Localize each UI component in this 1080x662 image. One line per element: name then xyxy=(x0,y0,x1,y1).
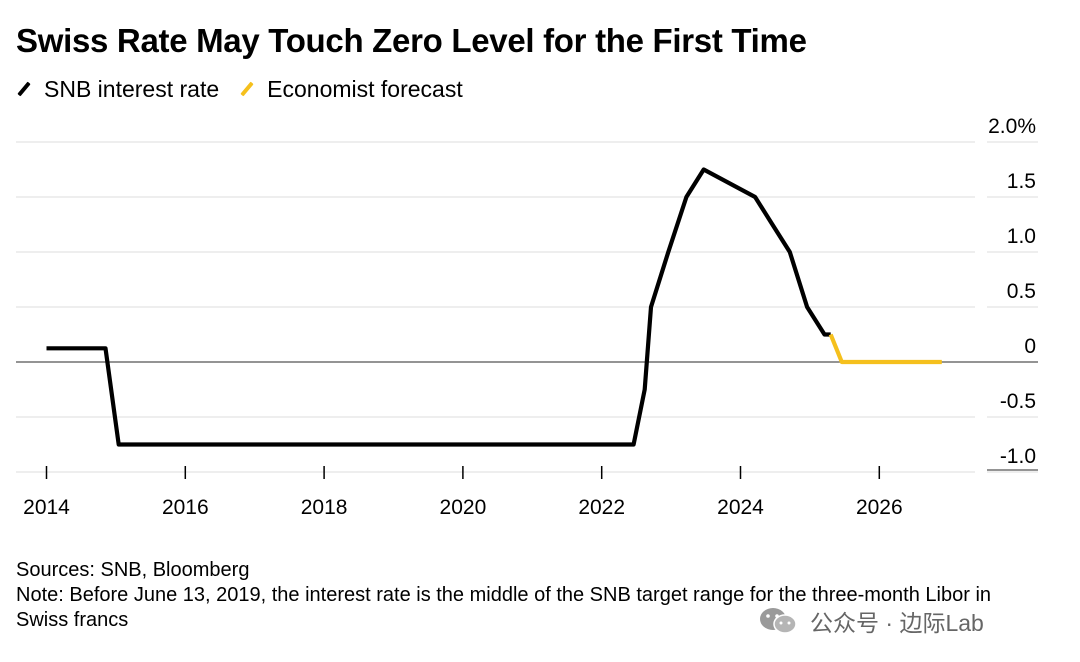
y-tick-label: -0.5 xyxy=(1000,390,1036,413)
wechat-icon xyxy=(760,608,797,634)
note-text: Note: Before June 13, 2019, the interest… xyxy=(16,584,992,631)
legend: SNB interest rate Economist forecast xyxy=(16,74,483,104)
watermark-text: 公众号 · 边际Lab xyxy=(810,610,984,636)
series-line-snb-interest-rate xyxy=(46,167,831,447)
watermark: 公众号 · 边际Lab xyxy=(758,604,984,638)
sources-text: Sources: SNB, Bloomberg xyxy=(16,559,250,581)
legend-label-economist-forecast: Economist forecast xyxy=(267,75,463,102)
legend-label-snb-rate: SNB interest rate xyxy=(44,75,220,102)
y-tick-label: 0 xyxy=(1024,335,1036,358)
x-tick-label: 2014 xyxy=(23,496,70,519)
series-line-economist-forecast xyxy=(828,333,942,365)
legend-item-economist-forecast: Economist forecast xyxy=(239,76,463,103)
chart-footer: Sources: SNB, Bloomberg Note: Before Jun… xyxy=(16,558,1026,633)
x-tick-label: 2018 xyxy=(301,496,348,519)
y-tick-label: 1.5 xyxy=(1007,170,1036,193)
y-tick-label: 1.0 xyxy=(1007,225,1036,248)
x-tick-label: 2024 xyxy=(717,496,764,519)
y-tick-label: -1.0 xyxy=(1000,445,1036,468)
x-tick-label: 2020 xyxy=(440,496,487,519)
x-tick-label: 2026 xyxy=(856,496,903,519)
x-tick-label: 2016 xyxy=(162,496,209,519)
legend-item-snb-rate: SNB interest rate xyxy=(16,76,219,103)
chart-title: Swiss Rate May Touch Zero Level for the … xyxy=(16,22,807,59)
x-tick-label: 2022 xyxy=(578,496,625,519)
y-tick-label: 0.5 xyxy=(1007,280,1036,303)
y-tick-label: 2.0% xyxy=(988,115,1036,138)
